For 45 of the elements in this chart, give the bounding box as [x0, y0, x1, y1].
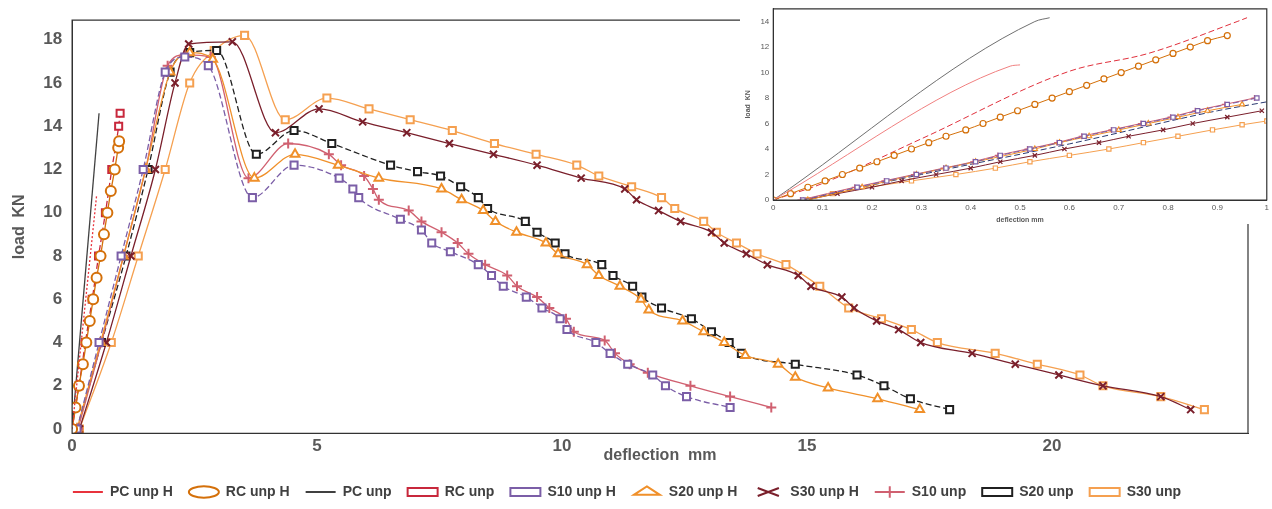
y-tick-label: 4 [764, 144, 770, 154]
legend-label: PC unp H [109, 482, 173, 499]
legend-label: S30 unp H [790, 482, 859, 499]
y-tick-label: 2 [764, 169, 770, 179]
x-axis-title: deflection mm [603, 445, 717, 463]
x-tick-label: 0.8 [1162, 203, 1175, 212]
y-tick-label: 0 [52, 418, 63, 438]
x-tick-label: 20 [1042, 436, 1062, 456]
y-axis-title: load KN [10, 194, 28, 260]
x-tick-label: 0.5 [1014, 203, 1027, 212]
x-tick-label: 0.3 [915, 203, 928, 212]
x-tick-label: 10 [552, 436, 572, 456]
y-tick-label: 12 [43, 159, 63, 179]
x-tick-label: 0.2 [866, 203, 879, 212]
x-tick-label: 0.7 [1113, 203, 1125, 212]
legend-label: S30 unp [1126, 482, 1182, 499]
y-tick-label: 2 [52, 375, 63, 395]
x-tick-label: 0 [771, 203, 777, 212]
x-tick-label: 0 [67, 436, 77, 456]
y-tick-label: 8 [52, 245, 63, 265]
y-tick-label: 4 [52, 332, 63, 352]
x-tick-label: 5 [312, 436, 322, 456]
x-tick-label: 15 [797, 436, 817, 456]
y-tick-label: 6 [764, 118, 770, 128]
y-tick-label: 18 [43, 29, 63, 49]
legend-label: PC unp [342, 482, 392, 499]
legend-label: RC unp [444, 482, 495, 499]
y-tick-label: 8 [764, 93, 770, 103]
legend-label: S10 unp [911, 482, 967, 499]
x-tick-label: 0.1 [817, 203, 829, 212]
x-tick-label: 0.6 [1063, 203, 1076, 212]
y-tick-label: 14 [760, 16, 770, 26]
y-tick-label: 16 [43, 72, 63, 92]
y-tick-label: 0 [764, 195, 770, 205]
x-tick-label: 0.9 [1211, 203, 1224, 212]
y-tick-label: 14 [43, 115, 63, 135]
legend-label: S20 unp H [668, 482, 738, 499]
x-tick-label: 1 [1264, 203, 1270, 212]
legend-label: S20 unp [1019, 482, 1074, 499]
y-tick-label: 12 [760, 42, 770, 52]
x-tick-label: 0.4 [965, 203, 977, 212]
y-tick-label: 10 [760, 67, 770, 77]
legend-label: S10 unp H [547, 482, 616, 499]
y-tick-label: 6 [52, 288, 63, 308]
legend-label: RC unp H [225, 482, 290, 499]
